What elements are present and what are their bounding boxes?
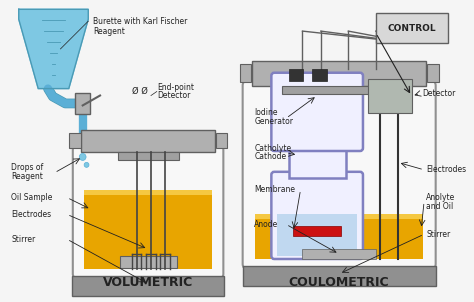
Text: Iodine: Iodine	[254, 108, 278, 117]
Text: Cathode: Cathode	[254, 153, 286, 162]
Text: Detector: Detector	[158, 91, 191, 100]
Text: Generator: Generator	[254, 117, 293, 126]
Polygon shape	[19, 9, 88, 88]
Bar	[255, 214, 423, 259]
Bar	[302, 249, 376, 259]
Bar	[277, 214, 357, 256]
Text: Burette with Karl Fischer: Burette with Karl Fischer	[93, 17, 187, 26]
Bar	[282, 85, 396, 94]
FancyBboxPatch shape	[243, 81, 436, 269]
Bar	[119, 135, 177, 157]
Bar	[255, 214, 423, 219]
Bar	[240, 64, 251, 82]
Text: Anode: Anode	[254, 220, 279, 229]
FancyBboxPatch shape	[73, 146, 223, 278]
Text: Membrane: Membrane	[254, 185, 295, 194]
Text: End-point: End-point	[158, 83, 195, 92]
Text: COULOMETRIC: COULOMETRIC	[289, 276, 390, 289]
Bar	[289, 145, 346, 178]
Bar	[72, 276, 224, 296]
Text: and Oil: and Oil	[426, 202, 453, 211]
Text: Drops of: Drops of	[11, 163, 43, 172]
Bar	[216, 133, 227, 148]
Text: Stirrer: Stirrer	[426, 230, 450, 239]
Bar	[119, 256, 177, 268]
Text: Stirrer: Stirrer	[11, 235, 35, 244]
Text: Reagent: Reagent	[93, 27, 125, 36]
Bar	[289, 69, 303, 81]
Bar	[69, 133, 81, 148]
Bar	[252, 61, 426, 85]
Text: Electrodes: Electrodes	[426, 165, 466, 174]
Text: Catholyte: Catholyte	[254, 143, 292, 153]
Polygon shape	[80, 135, 86, 147]
Bar	[84, 190, 212, 194]
Bar	[84, 190, 212, 269]
Circle shape	[84, 162, 89, 167]
Text: Oil Sample: Oil Sample	[11, 193, 53, 202]
Circle shape	[79, 153, 86, 160]
Text: CONTROL: CONTROL	[388, 24, 437, 33]
Text: Electrodes: Electrodes	[11, 210, 51, 219]
Text: Detector: Detector	[422, 89, 456, 98]
Text: VOLUMETRIC: VOLUMETRIC	[103, 276, 193, 289]
Bar	[82, 130, 215, 152]
Text: Reagent: Reagent	[11, 172, 43, 181]
Bar	[284, 66, 394, 91]
Bar	[368, 79, 411, 113]
Bar	[75, 92, 91, 114]
FancyBboxPatch shape	[271, 73, 363, 151]
Bar	[243, 266, 436, 286]
Bar	[376, 13, 448, 43]
Bar	[293, 226, 341, 236]
FancyBboxPatch shape	[271, 172, 363, 259]
Text: Anolyte: Anolyte	[426, 193, 455, 202]
Bar	[312, 69, 327, 81]
Bar	[427, 64, 438, 82]
Bar	[118, 152, 179, 160]
Text: Ø Ø: Ø Ø	[132, 87, 148, 96]
